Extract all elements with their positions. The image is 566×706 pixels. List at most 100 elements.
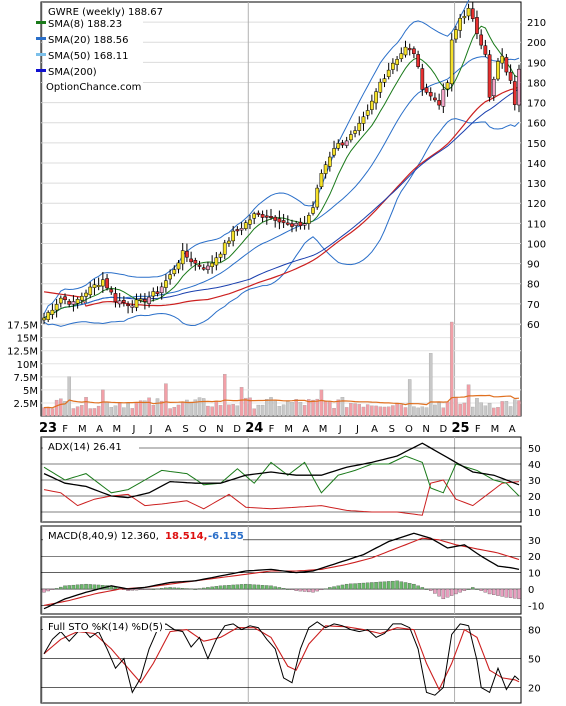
candle-body [327, 156, 332, 167]
x-axis-label: M [112, 424, 121, 435]
volume-bar [172, 407, 177, 417]
stochastic-axis-labels: 20 50 80 [528, 626, 541, 695]
price-tick-label: 110 [527, 219, 546, 230]
volume-bar [412, 406, 416, 417]
volume-bar [399, 404, 404, 417]
macd-histogram-value: -6.155 [208, 531, 244, 542]
x-axis-label: D [440, 424, 448, 435]
macd-histogram-bar [441, 588, 446, 600]
macd-histogram-bar [399, 581, 404, 590]
volume-bar [428, 353, 433, 417]
macd-histogram-bar [462, 588, 467, 591]
price-tick-label: 140 [527, 159, 546, 170]
candle-body [239, 228, 244, 231]
volume-bar [80, 405, 84, 417]
plus-di-line [43, 455, 520, 497]
volume-bar [101, 389, 105, 417]
volume-bar [59, 398, 63, 417]
price-tick-label: 190 [527, 58, 546, 69]
macd-histogram-bar [500, 588, 504, 597]
candle-body [218, 253, 223, 258]
candle-body [117, 300, 122, 305]
x-axis-label: 25 [452, 421, 470, 436]
candle-body [344, 140, 349, 146]
panel-tick-label: 10 [528, 569, 541, 580]
macd-histogram-bar [197, 588, 202, 590]
candle-body [197, 264, 202, 267]
candle-body [391, 62, 395, 70]
macd-histogram-bar [265, 585, 269, 590]
candle-body [386, 69, 391, 77]
price-tick-label: 160 [527, 119, 546, 130]
volume-bar [248, 397, 252, 417]
macd-line [43, 532, 520, 610]
volume-bar [105, 401, 109, 417]
stochastic-title: Full STO %K(14) %D(5) [48, 622, 163, 633]
x-axis-label: A [165, 424, 172, 435]
x-axis-label: O [199, 424, 207, 435]
volume-bar [361, 406, 366, 417]
candle-body [504, 57, 509, 73]
x-axis-label: A [302, 424, 309, 435]
panel-tick-label: 40 [528, 460, 541, 471]
candle-body [382, 78, 387, 83]
adx-panel-frame [40, 436, 522, 523]
panel-tick-label: 50 [528, 655, 541, 666]
candle-body [96, 285, 101, 288]
macd-histogram-bar [67, 585, 71, 590]
legend-label-sma20: SMA(20) 188.56 [48, 35, 129, 46]
volume-bar [323, 400, 328, 417]
volume-bar [277, 406, 282, 417]
macd-histogram-bar [479, 588, 483, 591]
candle-body [126, 303, 130, 307]
macd-histogram-bar [298, 588, 303, 592]
candle-body [235, 229, 240, 232]
volume-bar [63, 401, 67, 417]
volume-bar [231, 404, 235, 417]
macd-histogram-bar [277, 587, 282, 590]
volume-bar [130, 408, 135, 417]
macd-histogram-bar [286, 588, 290, 590]
macd-histogram-bar [189, 588, 193, 590]
volume-grid [41, 324, 521, 404]
volume-bar [370, 405, 374, 417]
macd-histogram-bar [336, 585, 340, 590]
candle-body [222, 242, 227, 255]
volume-bar [109, 407, 114, 417]
volume-bar [185, 399, 189, 417]
candle-body [134, 299, 139, 308]
volume-bar [252, 408, 256, 417]
volume-bar [454, 397, 458, 417]
macd-histogram-bar [231, 584, 235, 590]
macd-histogram-bar [315, 588, 319, 592]
candle-body [189, 258, 193, 263]
price-tick-label: 150 [527, 139, 546, 150]
candle-body [353, 130, 357, 134]
adx-lines [43, 442, 520, 516]
candle-body [100, 279, 105, 287]
price-tick-label: 90 [527, 260, 540, 271]
x-axis-label: A [509, 424, 516, 435]
macd-panel-frame [40, 525, 522, 615]
candle-body [155, 291, 160, 294]
price-axis-labels: 60 70 80 90 100 110 120 130 140 150 160 170 180 190 20… [527, 18, 546, 331]
macd-histogram-bar [244, 583, 248, 590]
stochastic-lines [43, 621, 520, 696]
candle-body [395, 59, 399, 65]
bollinger-lower [43, 118, 520, 327]
macd-histogram-bar [193, 588, 198, 590]
stochastic-k-line [43, 621, 520, 696]
stochastic-panel-frame [40, 616, 522, 704]
candle-body [285, 222, 290, 225]
volume-bar [206, 405, 210, 417]
x-axis-label: A [96, 424, 103, 435]
macd-histogram-bar [340, 584, 345, 590]
volume-bar [294, 399, 298, 417]
panel-tick-label: 30 [528, 536, 541, 547]
candle-body [332, 148, 336, 156]
legend-label-sma8: SMA(8) 188.23 [48, 19, 122, 30]
candle-body [479, 34, 484, 46]
candle-body [122, 300, 126, 303]
volume-bar [441, 407, 446, 417]
